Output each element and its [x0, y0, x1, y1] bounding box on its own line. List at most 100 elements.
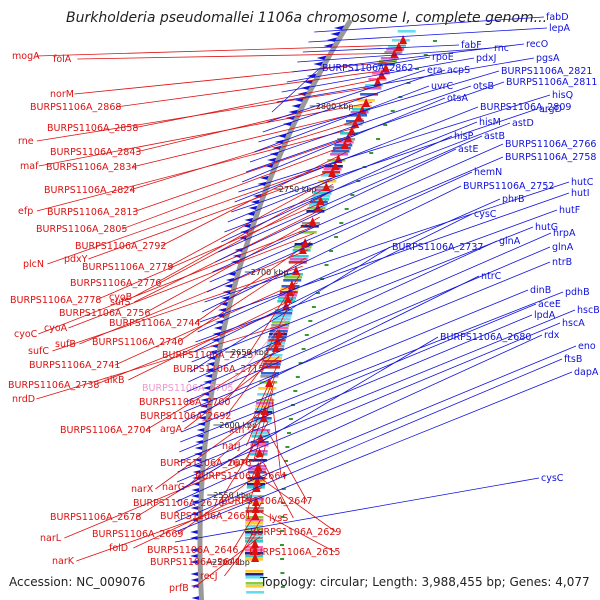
right-gene-connector — [281, 57, 475, 93]
left-gene-connector — [114, 282, 298, 366]
right-gene-label: BURPS1106A_2737 — [392, 242, 483, 253]
feature-block — [245, 531, 264, 534]
right-gene-label: dinB — [530, 285, 551, 296]
right-gene-label: ftsB — [564, 354, 582, 365]
right-gene-connector — [178, 314, 533, 463]
right-gene-connector — [183, 261, 551, 413]
feature-block — [248, 459, 267, 462]
left-gene-label: BURPS1106A_2843 — [50, 147, 141, 158]
right-gene-label: uvrC — [431, 81, 454, 92]
left-gene-label: narX — [131, 484, 154, 495]
guide-dot — [281, 488, 286, 490]
right-gene-connector — [195, 209, 558, 343]
guide-dot — [383, 124, 388, 126]
feature-block — [360, 93, 379, 96]
left-gene-connector — [36, 85, 382, 142]
left-gene-label: folD — [109, 543, 128, 554]
feature-block — [261, 372, 279, 375]
guide-dot — [280, 572, 285, 574]
forward-gene-arrow — [259, 413, 268, 422]
right-gene-label: BURPS1106A_2809 — [480, 102, 571, 113]
left-gene-label: BURPS1106A_2778 — [10, 295, 101, 306]
left-gene-label: maf — [20, 161, 39, 172]
right-gene-connector — [181, 289, 529, 433]
feature-block — [273, 315, 292, 318]
guide-dot — [280, 586, 285, 588]
feature-block — [263, 360, 282, 363]
right-gene-connector — [197, 198, 501, 333]
right-gene-connector — [267, 69, 426, 123]
left-gene-label: lysS — [269, 513, 288, 524]
right-gene-label: otsB — [473, 81, 494, 92]
right-gene-connector — [209, 156, 504, 283]
right-gene-connector — [174, 371, 573, 533]
left-gene-connector — [246, 372, 277, 447]
right-gene-label: ntrC — [481, 271, 502, 282]
right-gene-label: ntrB — [552, 257, 572, 268]
left-gene-label: folA — [53, 54, 72, 65]
right-gene-label: hisP — [454, 131, 474, 142]
right-gene-connector — [291, 43, 525, 73]
left-gene-label: BURPS1106A_2740 — [92, 337, 183, 348]
feature-block — [380, 57, 399, 60]
right-gene-connector — [186, 232, 552, 393]
right-gene-label: lpdA — [534, 310, 556, 321]
right-gene-label: hisQ — [552, 90, 573, 101]
guide-dot — [280, 544, 284, 546]
right-gene-connector — [258, 70, 500, 143]
feature-block — [331, 150, 350, 153]
left-gene-connector — [38, 224, 317, 335]
left-gene-connector — [36, 44, 406, 57]
guide-dot — [311, 306, 316, 308]
forward-gene-arrow — [354, 112, 363, 121]
feature-block — [262, 366, 281, 369]
left-gene-label: plcN — [23, 259, 44, 270]
guide-dot — [285, 446, 290, 448]
right-gene-label: astB — [484, 131, 505, 142]
right-gene-connector — [175, 358, 563, 523]
left-gene-label: BURPS1106A_2676 — [160, 458, 251, 469]
left-gene-label: sufS — [110, 297, 130, 308]
left-gene-label: rne — [18, 136, 34, 147]
left-gene-label: BURPS1106A_2756 — [59, 308, 150, 319]
left-gene-connector — [232, 503, 262, 551]
forward-gene-arrow — [373, 77, 382, 86]
feature-block — [246, 591, 265, 594]
feature-block — [386, 48, 405, 51]
feature-block — [245, 534, 264, 537]
left-gene-label: BURPS1106A_2738 — [8, 380, 99, 391]
right-gene-connector — [297, 47, 493, 63]
left-gene-connector — [224, 528, 261, 577]
left-gene-label: mogA — [12, 51, 40, 62]
right-gene-label: hrpA — [553, 228, 576, 239]
guide-dot — [334, 236, 339, 238]
kbp-label: 2600 kbp — [219, 421, 257, 430]
right-gene-label: BURPS1106A_2821 — [501, 66, 592, 77]
left-gene-label: argA — [160, 424, 183, 435]
left-gene-label: BURPS1106A_2741 — [29, 360, 120, 371]
right-gene-connector — [174, 477, 540, 543]
right-gene-label: hemN — [474, 167, 502, 178]
left-gene-connector — [262, 479, 337, 533]
right-gene-label: pgsA — [536, 53, 560, 64]
feature-block — [245, 528, 264, 531]
left-gene-label: narJ — [222, 441, 241, 452]
forward-gene-arrow — [254, 462, 263, 471]
left-gene-label: BURPS1106A_2868 — [30, 102, 121, 113]
right-gene-label: hutF — [559, 205, 580, 216]
right-gene-connector — [176, 322, 561, 483]
left-gene-label: norM — [50, 89, 74, 100]
right-gene-label: cysC — [541, 473, 564, 484]
left-gene-label: efp — [18, 206, 33, 217]
right-gene-connector — [221, 135, 453, 243]
right-gene-label: rdx — [544, 330, 560, 341]
left-gene-connector — [218, 421, 269, 504]
right-gene-connector — [215, 148, 457, 263]
forward-gene-arrow — [347, 126, 356, 135]
left-gene-label: BURPS1106A_2615 — [249, 547, 340, 558]
left-gene-label: BURPS1106A_2678 — [50, 512, 141, 523]
left-gene-connector — [186, 413, 270, 488]
left-gene-label: BURPS1106A_2858 — [47, 123, 138, 134]
left-gene-label: BURPS1106A_2700 — [139, 397, 230, 408]
genome-summary: Topology: circular; Length: 3,988,455 bp… — [260, 575, 590, 589]
